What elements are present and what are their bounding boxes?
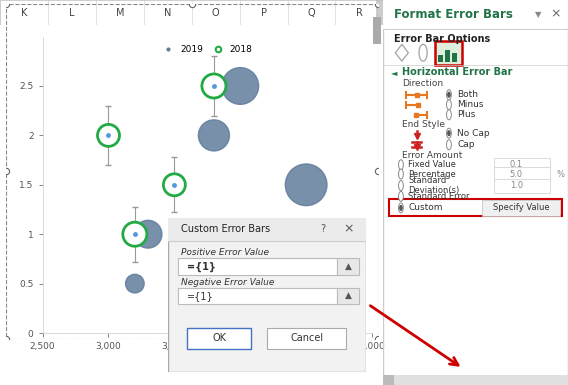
- Text: Cap: Cap: [457, 140, 475, 149]
- Text: Standard
Deviation(s): Standard Deviation(s): [408, 176, 460, 195]
- Circle shape: [399, 191, 403, 201]
- Text: End Style: End Style: [402, 120, 445, 129]
- Text: N: N: [164, 8, 172, 17]
- Text: ▲: ▲: [345, 291, 352, 300]
- Circle shape: [446, 140, 452, 150]
- Text: R: R: [356, 8, 363, 17]
- Point: [144, 231, 153, 237]
- Text: M: M: [115, 8, 124, 17]
- Text: Standard Error: Standard Error: [408, 192, 470, 201]
- Text: No Cap: No Cap: [457, 129, 490, 138]
- Bar: [177, 288, 336, 304]
- Point: [130, 281, 139, 287]
- Text: 5.0: 5.0: [509, 169, 523, 179]
- Bar: [373, 17, 381, 44]
- Text: Plus: Plus: [457, 110, 475, 119]
- Bar: [438, 55, 443, 62]
- Text: ?: ?: [320, 224, 326, 234]
- Text: Minus: Minus: [457, 100, 484, 109]
- Point: [236, 281, 245, 287]
- Text: Negative Error Value: Negative Error Value: [182, 278, 275, 287]
- Circle shape: [400, 206, 402, 210]
- Point: [236, 83, 245, 89]
- Bar: [445, 50, 450, 62]
- Circle shape: [446, 110, 452, 120]
- FancyBboxPatch shape: [187, 328, 251, 349]
- FancyBboxPatch shape: [494, 167, 550, 181]
- Circle shape: [399, 203, 403, 213]
- Text: Horizontal Error Bar: Horizontal Error Bar: [402, 67, 512, 77]
- Point: [210, 132, 219, 139]
- Circle shape: [399, 160, 403, 170]
- Circle shape: [446, 90, 452, 100]
- Text: Error Bar Options: Error Bar Options: [395, 33, 491, 44]
- Text: Specify Value: Specify Value: [492, 203, 549, 213]
- Point: [302, 182, 311, 188]
- Bar: [383, 375, 568, 385]
- Circle shape: [448, 131, 450, 136]
- Text: Positive Error Value: Positive Error Value: [182, 248, 269, 257]
- Text: Q: Q: [308, 8, 315, 17]
- Text: L: L: [69, 8, 74, 17]
- Circle shape: [399, 181, 403, 191]
- Text: ×: ×: [343, 223, 354, 236]
- Text: %: %: [557, 169, 565, 179]
- FancyBboxPatch shape: [168, 218, 366, 372]
- Bar: [336, 288, 360, 304]
- Bar: [168, 218, 366, 241]
- Legend: 2019, 2018: 2019, 2018: [156, 41, 256, 57]
- FancyBboxPatch shape: [436, 41, 462, 65]
- Text: Custom Error Bars: Custom Error Bars: [182, 224, 270, 234]
- FancyBboxPatch shape: [494, 158, 550, 172]
- Point: [210, 83, 219, 89]
- FancyBboxPatch shape: [494, 179, 550, 192]
- Text: Percentage: Percentage: [408, 169, 456, 179]
- Text: ×: ×: [550, 8, 560, 21]
- Text: Both: Both: [457, 90, 478, 99]
- Bar: [336, 258, 360, 275]
- Point: [104, 132, 113, 139]
- Text: ▼: ▼: [534, 10, 541, 19]
- Text: ◄: ◄: [391, 68, 397, 77]
- FancyBboxPatch shape: [267, 328, 346, 349]
- Text: ={1}: ={1}: [187, 261, 216, 272]
- Text: ={1}: ={1}: [187, 291, 214, 301]
- Text: 0.1: 0.1: [509, 160, 523, 169]
- Bar: [389, 199, 562, 216]
- Text: OK: OK: [212, 333, 226, 343]
- Bar: [177, 258, 336, 275]
- Bar: [383, 0, 568, 29]
- Text: Direction: Direction: [402, 79, 443, 89]
- Point: [170, 182, 179, 188]
- Text: 1.0: 1.0: [509, 181, 523, 190]
- Text: Cancel: Cancel: [290, 333, 323, 343]
- Bar: [383, 375, 395, 385]
- FancyBboxPatch shape: [482, 200, 560, 216]
- Circle shape: [448, 92, 450, 97]
- Text: P: P: [261, 8, 266, 17]
- Point: [130, 231, 139, 237]
- Bar: [376, 0, 383, 25]
- Text: K: K: [21, 8, 27, 17]
- Text: ▲: ▲: [345, 262, 352, 271]
- Text: Format Error Bars: Format Error Bars: [395, 8, 513, 21]
- Bar: [453, 53, 457, 62]
- Text: O: O: [212, 8, 219, 17]
- Text: Custom: Custom: [408, 203, 443, 213]
- Text: Fixed Value: Fixed Value: [408, 160, 456, 169]
- Circle shape: [446, 128, 452, 138]
- Circle shape: [446, 100, 452, 110]
- Circle shape: [399, 169, 403, 179]
- Text: Error Amount: Error Amount: [402, 151, 462, 160]
